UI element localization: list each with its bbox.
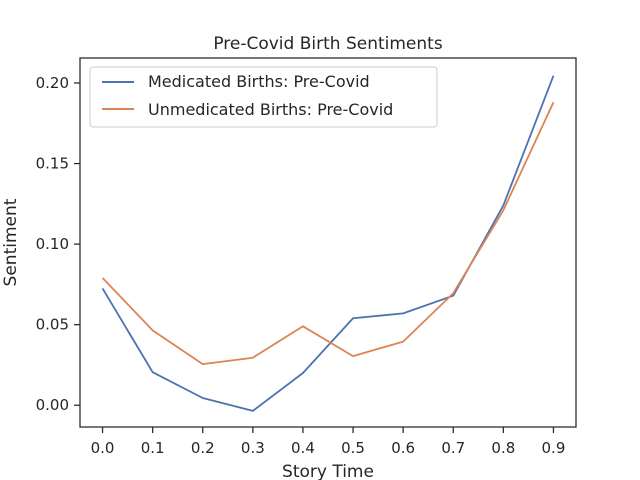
y-axis-label: Sentiment	[1, 198, 21, 286]
series-lines	[101, 75, 555, 412]
x-tick-label: 0.8	[491, 439, 515, 457]
x-tick-label: 0.5	[341, 439, 365, 457]
x-tick-label: 0.2	[191, 439, 215, 457]
y-axis-ticks: 0.00 0.05 0.10 0.15 0.20	[36, 74, 80, 414]
y-tick-label: 0.05	[36, 316, 69, 334]
x-axis-ticks: 0.0 0.1 0.2 0.3 0.4 0.5 0.6 0.7 0.8 0.9	[91, 427, 566, 457]
chart-title: Pre-Covid Birth Sentiments	[213, 34, 443, 54]
y-tick-label: 0.20	[36, 74, 69, 92]
x-tick-label: 0.6	[391, 439, 415, 457]
x-tick-label: 0.0	[91, 439, 115, 457]
plot-area-frame	[79, 57, 577, 428]
legend-label-medicated: Medicated Births: Pre-Covid	[148, 72, 370, 91]
x-tick-label: 0.4	[291, 439, 315, 457]
legend: Medicated Births: Pre-Covid Unmedicated …	[89, 66, 438, 128]
legend-box	[89, 66, 438, 128]
x-tick-label: 0.3	[241, 439, 265, 457]
y-tick-label: 0.00	[36, 396, 69, 414]
x-tick-label: 0.1	[141, 439, 165, 457]
y-tick-label: 0.15	[36, 155, 69, 173]
x-tick-label: 0.7	[441, 439, 465, 457]
x-tick-label: 0.9	[542, 439, 566, 457]
legend-label-unmedicated: Unmedicated Births: Pre-Covid	[148, 100, 393, 119]
x-axis-label: Story Time	[282, 462, 374, 480]
series-line-unmedicated	[101, 101, 555, 366]
y-tick-label: 0.10	[36, 235, 69, 253]
